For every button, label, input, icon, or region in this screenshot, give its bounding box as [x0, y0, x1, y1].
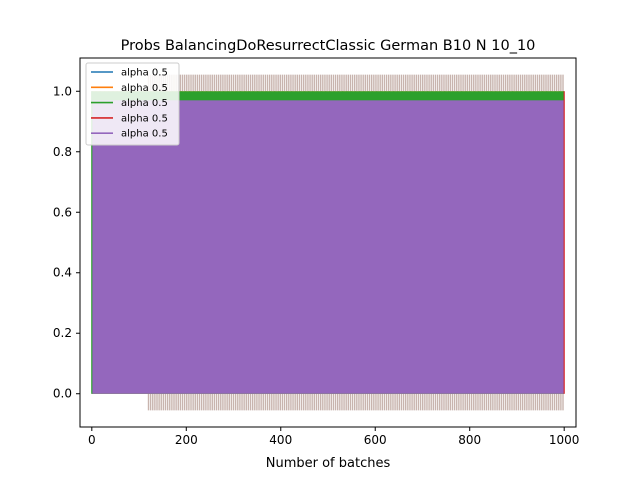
y-tick-label: 0.2	[53, 326, 72, 340]
series-layer	[91, 91, 565, 394]
x-axis-ticks: 0 200 400 600 800 1000	[88, 427, 579, 447]
x-tick-label: 1000	[549, 433, 580, 447]
overshoot-ticks	[147, 74, 564, 411]
y-tick-label: 0.8	[53, 145, 72, 159]
legend-label: alpha 0.5	[121, 129, 168, 140]
legend-box	[85, 62, 180, 146]
legend-label: alpha 0.5	[121, 113, 168, 124]
x-tick-label: 800	[458, 433, 481, 447]
y-tick-label: 0.6	[53, 205, 72, 219]
legend-label: alpha 0.5	[121, 68, 168, 79]
x-tick-label: 200	[175, 433, 198, 447]
series-band-4	[91, 100, 565, 394]
x-tick-label: 0	[88, 433, 96, 447]
y-tick-label: 0.4	[53, 266, 72, 280]
legend: alpha 0.5 alpha 0.5 alpha 0.5 alpha 0.5 alph…	[85, 62, 180, 146]
y-tick-label: 1.0	[53, 84, 72, 98]
y-axis-ticks: 0.0 0.2 0.4 0.6 0.8 1.0	[53, 84, 80, 401]
legend-label: alpha 0.5	[121, 98, 168, 109]
x-tick-label: 600	[364, 433, 387, 447]
x-tick-label: 400	[269, 433, 292, 447]
plot-area	[91, 74, 565, 411]
y-tick-label: 0.0	[53, 387, 72, 401]
chart-title: Probs BalancingDoResurrectClassic German…	[121, 38, 536, 54]
x-axis-label: Number of batches	[266, 456, 391, 471]
axes-frame	[79, 57, 577, 428]
legend-label: alpha 0.5	[121, 83, 168, 94]
